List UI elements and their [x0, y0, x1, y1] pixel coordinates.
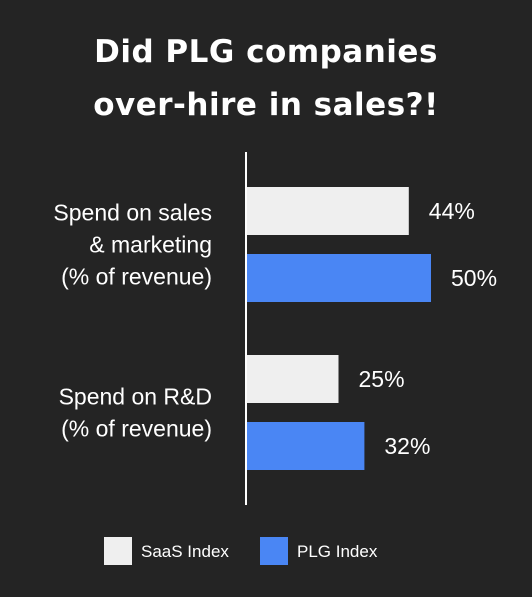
bar-plg-0: [246, 254, 431, 302]
category-label-1-line-1: (% of revenue): [61, 416, 212, 442]
bar-plg-1: [246, 422, 365, 470]
chart-title-line-1: Did PLG companies: [94, 34, 438, 70]
category-label-0-line-2: (% of revenue): [61, 264, 212, 290]
data-label-plg-1: 32%: [384, 433, 430, 459]
data-label-saas-1: 25%: [359, 366, 405, 392]
chart-title-line-2: over-hire in sales?!: [93, 87, 439, 123]
legend-swatch-saas: [104, 537, 132, 565]
category-label-1-line-0: Spend on R&D: [59, 384, 212, 410]
bar-saas-0: [246, 187, 409, 235]
bar-saas-1: [246, 355, 339, 403]
legend-label-saas: SaaS Index: [141, 542, 229, 561]
legend-label-plg: PLG Index: [297, 542, 378, 561]
category-label-0-line-0: Spend on sales: [53, 200, 212, 226]
data-label-saas-0: 44%: [429, 198, 475, 224]
data-label-plg-0: 50%: [451, 265, 497, 291]
legend-swatch-plg: [260, 537, 288, 565]
category-label-0-line-1: & marketing: [89, 232, 212, 258]
